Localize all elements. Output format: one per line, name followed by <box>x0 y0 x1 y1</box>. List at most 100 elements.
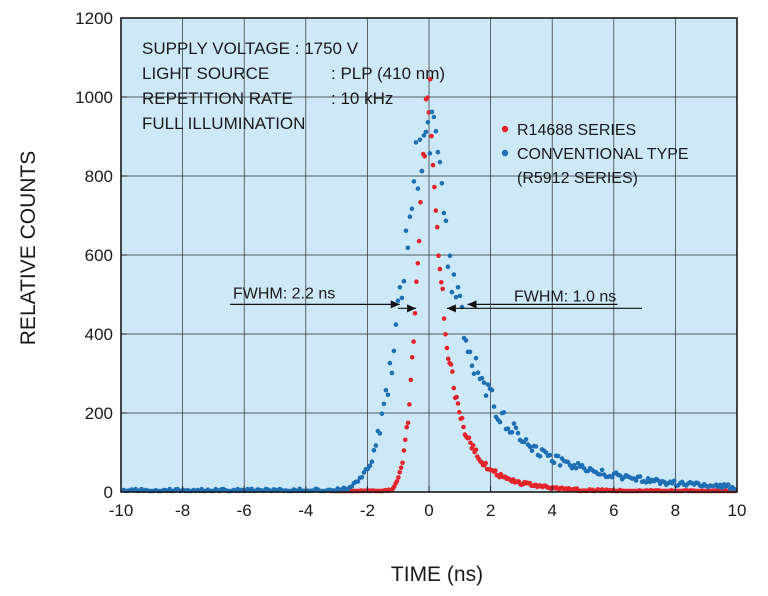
data-point-conventional <box>447 253 453 258</box>
legend-label-conventional-sub: (R5912 SERIES) <box>517 170 638 187</box>
data-point-conventional <box>467 349 473 355</box>
data-point-conventional <box>373 443 379 448</box>
data-point-conventional <box>529 448 535 454</box>
data-point-conventional <box>509 430 515 435</box>
y-tick-label: 200 <box>85 404 113 423</box>
x-tick-label: 8 <box>671 501 680 520</box>
x-tick-label: 10 <box>728 501 747 520</box>
data-point-r14688 <box>439 280 444 285</box>
data-point-r14688 <box>425 95 430 100</box>
data-point-r14688 <box>459 415 465 421</box>
data-point-r14688 <box>407 402 412 407</box>
illumination-text: FULL ILLUMINATION <box>142 114 305 133</box>
data-point-conventional <box>389 370 395 376</box>
data-point-r14688 <box>404 424 410 430</box>
data-point-conventional <box>501 410 507 415</box>
repetition-rate-value: : 10 kHz <box>331 89 393 108</box>
data-point-conventional <box>381 401 387 407</box>
data-point-conventional <box>471 371 477 377</box>
data-point-conventional <box>431 114 437 120</box>
data-point-r14688 <box>405 420 411 426</box>
y-tick-label: 0 <box>104 483 113 502</box>
data-point-conventional <box>511 421 517 426</box>
data-point-conventional <box>505 426 511 432</box>
data-point-conventional <box>385 392 391 398</box>
data-point-conventional <box>645 476 651 481</box>
data-point-conventional <box>427 151 433 156</box>
data-point-conventional <box>731 486 737 492</box>
data-point-conventional <box>367 463 373 469</box>
x-tick-label: 4 <box>547 501 556 520</box>
data-point-conventional <box>481 380 487 386</box>
data-point-conventional <box>463 338 469 343</box>
data-point-conventional <box>457 293 463 299</box>
data-point-conventional <box>557 463 563 468</box>
fwhm-r14688-label: FWHM: 1.0 ns <box>514 288 616 305</box>
data-point-conventional <box>533 444 539 449</box>
data-point-r14688 <box>436 253 441 258</box>
data-point-conventional <box>449 289 455 295</box>
data-point-r14688 <box>398 465 404 471</box>
data-point-conventional <box>455 285 461 290</box>
data-point-conventional <box>371 448 377 453</box>
data-point-conventional <box>443 218 449 224</box>
legend-label-r14688: R14688 SERIES <box>517 122 636 139</box>
data-point-r14688 <box>412 311 418 316</box>
data-point-conventional <box>413 140 419 145</box>
data-point-r14688 <box>483 460 489 466</box>
data-point-r14688 <box>443 332 448 337</box>
data-point-conventional <box>451 272 457 277</box>
data-point-conventional <box>515 430 521 436</box>
data-point-conventional <box>405 245 411 251</box>
y-tick-label: 800 <box>85 167 113 186</box>
data-point-conventional <box>421 133 427 138</box>
x-tick-label: -8 <box>175 501 190 520</box>
data-point-conventional <box>555 453 561 459</box>
data-point-r14688 <box>448 362 454 367</box>
data-point-conventional <box>637 474 643 479</box>
data-point-r14688 <box>415 261 421 266</box>
fwhm-arrowhead <box>446 304 456 313</box>
data-point-conventional <box>355 479 361 484</box>
data-point-r14688 <box>408 377 414 383</box>
y-tick-label: 1200 <box>75 9 113 28</box>
data-point-r14688 <box>432 184 437 190</box>
data-point-conventional <box>599 467 605 473</box>
data-point-r14688 <box>427 77 433 82</box>
data-point-conventional <box>643 480 649 485</box>
fwhm-annotations: FWHM: 2.2 ns FWHM: 1.0 ns <box>230 285 642 313</box>
conventional-series-points <box>121 109 737 494</box>
data-point-conventional <box>479 375 485 381</box>
x-axis-label: TIME (ns) <box>391 563 483 586</box>
data-point-conventional <box>349 484 355 489</box>
data-point-r14688 <box>445 356 451 362</box>
data-point-r14688 <box>422 154 428 159</box>
fwhm-arrowhead <box>467 300 477 309</box>
data-point-conventional <box>725 482 731 487</box>
data-point-r14688 <box>493 468 498 473</box>
fwhm-arrowhead <box>390 300 400 309</box>
data-point-conventional <box>441 210 447 216</box>
x-tick-label: -2 <box>360 501 375 520</box>
data-point-conventional <box>429 109 435 115</box>
data-point-conventional <box>419 168 425 174</box>
data-point-r14688 <box>434 224 440 230</box>
data-point-conventional <box>387 360 393 366</box>
data-point-r14688 <box>440 286 446 292</box>
fwhm-arrowhead <box>407 304 417 313</box>
data-point-conventional <box>617 473 623 478</box>
data-point-conventional <box>435 149 441 155</box>
x-tick-label: -4 <box>298 501 313 520</box>
data-point-r14688 <box>451 385 457 391</box>
data-point-r14688 <box>411 339 416 344</box>
data-point-conventional <box>393 322 399 327</box>
data-point-conventional <box>383 387 389 393</box>
data-point-conventional <box>497 419 503 425</box>
data-point-r14688 <box>470 443 476 448</box>
data-point-r14688 <box>455 401 461 406</box>
data-point-r14688 <box>441 316 447 321</box>
data-point-conventional <box>543 450 549 455</box>
data-point-conventional <box>401 278 407 284</box>
data-point-conventional <box>439 181 445 186</box>
